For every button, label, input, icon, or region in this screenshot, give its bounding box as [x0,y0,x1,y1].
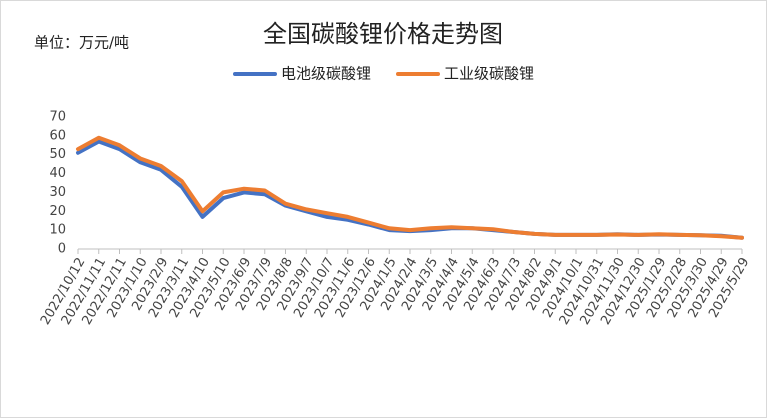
y-tick-label: 60 [49,128,66,143]
legend-label: 电池级碳酸锂 [281,65,371,83]
legend-label: 工业级碳酸锂 [444,65,534,83]
y-tick-label: 50 [49,147,66,162]
y-tick-label: 70 [49,110,66,125]
chart-title: 全国碳酸锂价格走势图 [263,20,503,48]
unit-label: 单位：万元/吨 [34,34,129,52]
y-tick-label: 30 [49,185,66,200]
y-tick-label: 40 [49,166,66,181]
series-line [76,135,744,240]
y-tick-label: 20 [49,204,66,219]
y-tick-label: 10 [49,223,66,238]
y-tick-label: 0 [58,242,66,257]
